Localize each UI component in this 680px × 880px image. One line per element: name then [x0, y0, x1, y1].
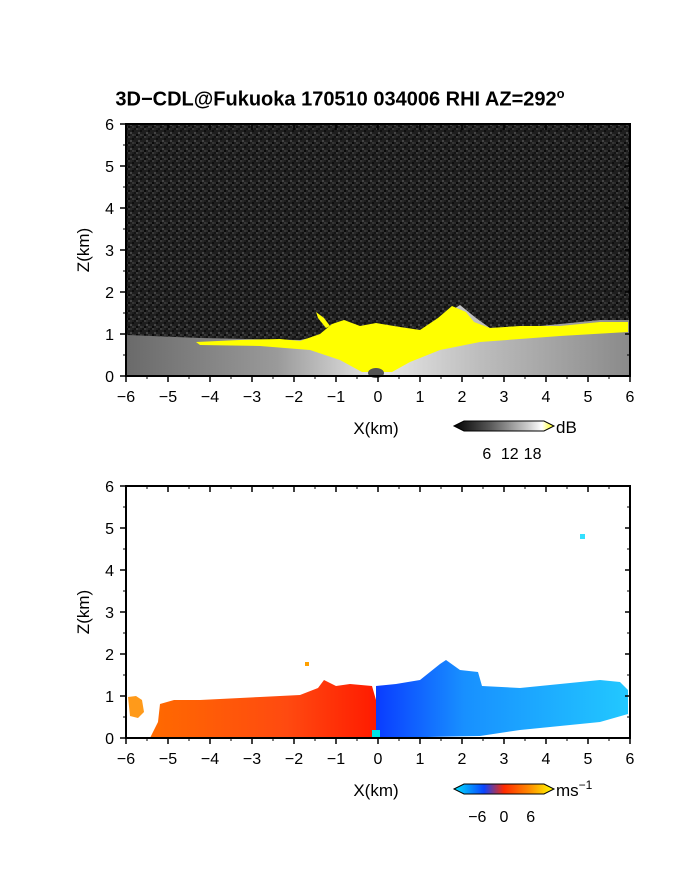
- snr-y-tick-label: 3: [105, 243, 114, 260]
- figure-title-text: 3D−CDL@Fukuoka 170510 034006 RHI AZ=292: [115, 88, 557, 111]
- snr-y-tick-label: 0: [105, 369, 114, 386]
- velocity-x-tick-label: −3: [243, 751, 261, 768]
- snr-x-tick-label: 1: [416, 389, 425, 406]
- velocity-x-tick-label: 0: [374, 751, 383, 768]
- snr-x-tick-label: 0: [374, 389, 383, 406]
- snr-colorbar-tick-label: 18: [524, 446, 542, 463]
- velocity-colorbar-unit: ms−1: [556, 778, 593, 800]
- velocity-x-tick-label: −4: [201, 751, 219, 768]
- velocity-y-tick-label: 6: [105, 479, 114, 496]
- snr-colorbar-ticks: 6 12 18: [482, 446, 541, 463]
- snr-x-tick-label: 5: [584, 389, 593, 406]
- snr-x-tick-label: −5: [159, 389, 177, 406]
- snr-x-tick-label: −1: [327, 389, 345, 406]
- velocity-isolated-cell: [305, 662, 309, 666]
- snr-x-tick-label: 6: [626, 389, 635, 406]
- snr-x-tick-label: 3: [500, 389, 509, 406]
- snr-colorbar-ramp: [452, 420, 556, 432]
- velocity-y-tick-label: 2: [105, 647, 114, 664]
- figure-title-degree: o: [556, 86, 565, 101]
- velocity-y-tick-label: 0: [105, 731, 114, 748]
- velocity-colorbar-tick-label: −6: [468, 809, 486, 826]
- velocity-x-tick-label: −6: [117, 751, 135, 768]
- velocity-colorbar-ramp: [452, 783, 556, 795]
- velocity-y-tick-label: 4: [105, 563, 114, 580]
- snr-y-axis: 0 1 2 3 4 5 6: [105, 117, 630, 386]
- snr-echo-plume: [316, 312, 330, 328]
- snr-strong-echo-region: [196, 306, 628, 372]
- velocity-colorbar-tick-label: 6: [526, 809, 535, 826]
- snr-colorbar-unit: dB: [556, 418, 577, 437]
- velocity-x-axis-label: X(km): [353, 781, 398, 800]
- velocity-x-tick-label: 2: [458, 751, 467, 768]
- snr-x-axis-label: X(km): [353, 419, 398, 438]
- velocity-y-tick-label: 1: [105, 689, 114, 706]
- figure-title: 3D−CDL@Fukuoka 170510 034006 RHI AZ=292o: [0, 86, 680, 112]
- velocity-y-tick-label: 3: [105, 605, 114, 622]
- velocity-far-left-echo: [128, 696, 144, 718]
- velocity-colorbar-unit-base: ms: [556, 781, 579, 800]
- snr-y-tick-label: 5: [105, 159, 114, 176]
- snr-x-tick-label: 2: [458, 389, 467, 406]
- snr-colorbar: dB 6 12 18: [452, 418, 577, 463]
- snr-x-axis: −6 −5 −4 −3 −2 −1 0 1 2 3 4 5 6: [117, 124, 635, 406]
- snr-plot-area: [126, 124, 630, 378]
- velocity-colorbar-ticks: −6 0 6: [468, 809, 535, 826]
- snr-y-tick-label: 4: [105, 201, 114, 218]
- velocity-x-tick-label: 4: [542, 751, 551, 768]
- velocity-x-tick-label: −2: [285, 751, 303, 768]
- velocity-near-site-cells: [372, 730, 380, 738]
- velocity-plot-area: [126, 486, 630, 738]
- snr-x-tick-label: −2: [285, 389, 303, 406]
- velocity-isolated-cell-high: [580, 534, 585, 539]
- snr-y-tick-label: 6: [105, 117, 114, 134]
- velocity-x-axis: −6 −5 −4 −3 −2 −1 0 1 2 3 4 5 6: [117, 486, 635, 768]
- velocity-positive-region: [150, 680, 378, 738]
- snr-y-axis-label: Z(km): [74, 228, 93, 272]
- velocity-x-tick-label: 3: [500, 751, 509, 768]
- velocity-y-axis-label: Z(km): [74, 590, 93, 634]
- velocity-x-tick-label: 6: [626, 751, 635, 768]
- velocity-colorbar-tick-label: 0: [500, 809, 509, 826]
- velocity-colorbar-unit-sup: −1: [579, 778, 593, 792]
- snr-y-tick-label: 1: [105, 327, 114, 344]
- snr-x-tick-label: −3: [243, 389, 261, 406]
- velocity-x-tick-label: 1: [416, 751, 425, 768]
- velocity-x-tick-label: 5: [584, 751, 593, 768]
- velocity-x-tick-label: −5: [159, 751, 177, 768]
- snr-colorbar-tick-label: 6: [482, 446, 491, 463]
- snr-y-tick-label: 2: [105, 285, 114, 302]
- velocity-y-tick-label: 5: [105, 521, 114, 538]
- velocity-x-tick-label: −1: [327, 751, 345, 768]
- snr-x-tick-label: −4: [201, 389, 219, 406]
- velocity-colorbar: ms−1 −6 0 6: [452, 778, 593, 826]
- snr-colorbar-tick-label: 12: [501, 446, 519, 463]
- velocity-negative-region: [376, 660, 628, 738]
- snr-x-tick-label: −6: [117, 389, 135, 406]
- velocity-y-axis: 0 1 2 3 4 5 6: [105, 479, 630, 748]
- snr-x-tick-label: 4: [542, 389, 551, 406]
